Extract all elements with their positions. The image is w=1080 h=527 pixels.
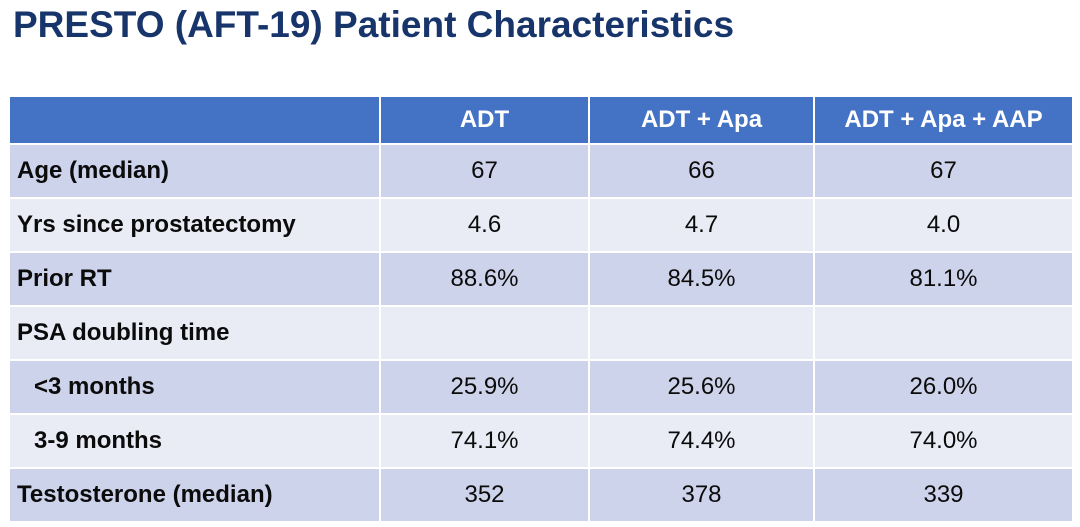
table-row: 3-9 months 74.1% 74.4% 74.0% — [8, 413, 1074, 469]
table-row: Yrs since prostatectomy 4.6 4.7 4.0 — [8, 197, 1074, 253]
cell-value: 352 — [379, 467, 590, 523]
row-label: 3-9 months — [8, 413, 381, 469]
row-label: PSA doubling time — [8, 305, 381, 361]
cell-value: 378 — [588, 467, 815, 523]
cell-value — [379, 305, 590, 361]
column-header: ADT + Apa + AAP — [813, 95, 1074, 145]
table-row: Prior RT 88.6% 84.5% 81.1% — [8, 251, 1074, 307]
row-label: <3 months — [8, 359, 381, 415]
table-row: <3 months 25.9% 25.6% 26.0% — [8, 359, 1074, 415]
cell-value — [813, 305, 1074, 361]
patient-characteristics-table: ADT ADT + Apa ADT + Apa + AAP Age (median)… — [8, 95, 1074, 523]
table-row: Testosterone (median) 352 378 339 — [8, 467, 1074, 523]
cell-value: 67 — [379, 143, 590, 199]
row-label: Yrs since prostatectomy — [8, 197, 381, 253]
cell-value: 66 — [588, 143, 815, 199]
cell-value: 74.1% — [379, 413, 590, 469]
cell-value: 26.0% — [813, 359, 1074, 415]
table-row: PSA doubling time — [8, 305, 1074, 361]
table-row: Age (median) 67 66 67 — [8, 143, 1074, 199]
cell-value: 81.1% — [813, 251, 1074, 307]
cell-value: 74.4% — [588, 413, 815, 469]
cell-value: 339 — [813, 467, 1074, 523]
row-label: Age (median) — [8, 143, 381, 199]
column-header: ADT + Apa — [588, 95, 815, 145]
cell-value: 74.0% — [813, 413, 1074, 469]
row-label: Testosterone (median) — [8, 467, 381, 523]
cell-value: 4.6 — [379, 197, 590, 253]
cell-value — [588, 305, 815, 361]
cell-value: 67 — [813, 143, 1074, 199]
column-header: ADT — [379, 95, 590, 145]
table-body: Age (median) 67 66 67 Yrs since prostatectom… — [8, 143, 1074, 523]
cell-value: 25.9% — [379, 359, 590, 415]
table-header-row: ADT ADT + Apa ADT + Apa + AAP — [8, 95, 1074, 145]
cell-value: 84.5% — [588, 251, 815, 307]
row-label-column-header — [8, 95, 381, 145]
cell-value: 25.6% — [588, 359, 815, 415]
cell-value: 88.6% — [379, 251, 590, 307]
cell-value: 4.7 — [588, 197, 815, 253]
row-label: Prior RT — [8, 251, 381, 307]
page-title: PRESTO (AFT-19) Patient Characteristics — [13, 4, 735, 45]
cell-value: 4.0 — [813, 197, 1074, 253]
